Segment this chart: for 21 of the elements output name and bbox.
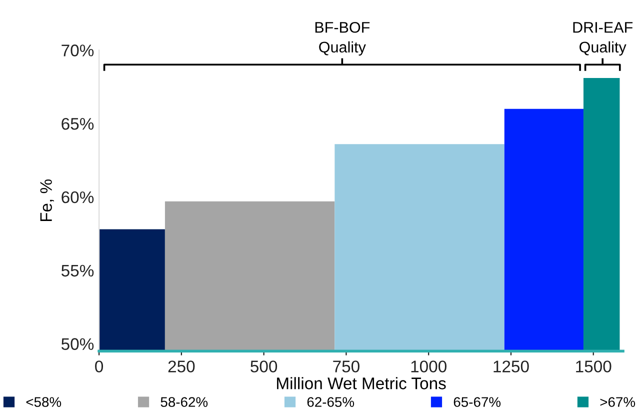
x-tick-label: 500	[250, 360, 278, 372]
y-tick-label: 60%	[62, 191, 94, 204]
legend-label: 62-65%	[307, 397, 354, 407]
legend-label: >67%	[600, 397, 636, 407]
x-tick-label: 1250	[494, 360, 529, 372]
y-axis-title: Fe, %	[40, 179, 54, 222]
x-tick-label: 0	[95, 360, 104, 372]
y-tick-label: 70%	[62, 44, 94, 56]
y-tick-label: 65%	[62, 118, 94, 130]
legend-label: 58-62%	[160, 397, 208, 407]
x-axis-title: Million Wet Metric Tons	[277, 377, 446, 390]
x-tick-label: 750	[333, 360, 360, 372]
legend-label: 65-67%	[454, 397, 501, 407]
x-tick-label: 1000	[411, 360, 446, 372]
y-tick-label: 55%	[61, 264, 94, 277]
x-tick-label: 250	[168, 360, 195, 372]
x-tick-label: 1500	[576, 360, 612, 372]
legend-label: <58%	[26, 397, 62, 407]
annotation: BF-BOF Quality	[315, 22, 370, 56]
y-tick-label: 50%	[61, 338, 94, 350]
annotation: DRI-EAF Quality	[573, 22, 633, 56]
